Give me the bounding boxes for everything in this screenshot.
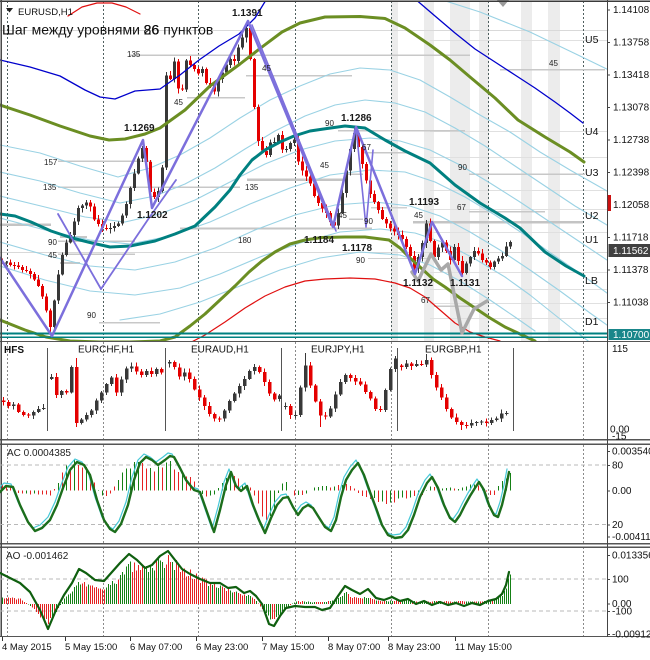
svg-text:1.1391: 1.1391 xyxy=(232,8,263,19)
svg-text:45: 45 xyxy=(48,251,57,260)
svg-text:135: 135 xyxy=(127,50,141,59)
svg-text:180: 180 xyxy=(238,236,252,245)
svg-text:45: 45 xyxy=(338,211,347,220)
svg-text:EURUSD,H1: EURUSD,H1 xyxy=(18,7,73,18)
svg-text:D1: D1 xyxy=(585,316,599,328)
svg-text:EURGBP,H1: EURGBP,H1 xyxy=(425,345,482,356)
svg-text:1.1178: 1.1178 xyxy=(342,243,372,254)
svg-text:100: 100 xyxy=(612,575,629,586)
svg-text:67: 67 xyxy=(362,143,371,152)
svg-text:EURJPY,H1: EURJPY,H1 xyxy=(311,345,365,356)
svg-text:0.00: 0.00 xyxy=(612,486,632,497)
svg-text:1.11562: 1.11562 xyxy=(613,246,649,257)
svg-text:90: 90 xyxy=(364,217,373,226)
svg-text:1.12398: 1.12398 xyxy=(613,168,650,179)
svg-text:135: 135 xyxy=(245,183,259,192)
svg-text:90: 90 xyxy=(48,238,57,247)
svg-text:90: 90 xyxy=(356,256,365,265)
svg-text:1.1286: 1.1286 xyxy=(341,113,372,124)
svg-text:20: 20 xyxy=(612,520,624,531)
svg-text:1.11038: 1.11038 xyxy=(613,298,649,309)
svg-text:90: 90 xyxy=(87,311,96,320)
svg-text:1.13418: 1.13418 xyxy=(613,70,650,81)
svg-text:5 May 15:00: 5 May 15:00 xyxy=(65,642,117,653)
svg-text:8 May 23:00: 8 May 23:00 xyxy=(388,642,440,653)
svg-text:U1: U1 xyxy=(585,234,599,246)
svg-text:8 May 07:00: 8 May 07:00 xyxy=(328,642,380,653)
svg-text:45: 45 xyxy=(320,161,329,170)
svg-text:1.12058: 1.12058 xyxy=(613,200,650,211)
svg-text:90: 90 xyxy=(325,119,334,128)
svg-text:7 May 15:00: 7 May 15:00 xyxy=(262,642,314,653)
svg-text:4 May 2015: 4 May 2015 xyxy=(2,642,52,653)
svg-text:0.003540: 0.003540 xyxy=(612,447,650,458)
svg-text:0.00: 0.00 xyxy=(612,599,632,610)
svg-text:AO -0.001462: AO -0.001462 xyxy=(6,551,69,562)
svg-text:11 May 15:00: 11 May 15:00 xyxy=(455,642,512,653)
svg-text:80: 80 xyxy=(612,461,624,472)
svg-text:6 May 23:00: 6 May 23:00 xyxy=(196,642,248,653)
svg-text:1.1269: 1.1269 xyxy=(124,123,155,134)
svg-text:1.1202: 1.1202 xyxy=(137,210,168,221)
svg-text:-100: -100 xyxy=(612,607,632,618)
svg-text:115: 115 xyxy=(612,344,628,355)
svg-text:-15: -15 xyxy=(612,432,627,443)
svg-text:Шаг между уровнями 26 пунктов: Шаг между уровнями 26 пунктов xyxy=(2,22,213,38)
svg-text:45: 45 xyxy=(414,211,423,220)
svg-text:EURCHF,H1: EURCHF,H1 xyxy=(78,345,135,356)
svg-text:1.13758: 1.13758 xyxy=(613,38,650,49)
svg-text:U2: U2 xyxy=(585,210,599,222)
svg-text:AC 0.0004385: AC 0.0004385 xyxy=(7,448,71,459)
svg-text:135: 135 xyxy=(43,183,57,192)
svg-text:67: 67 xyxy=(421,296,430,305)
svg-text:45: 45 xyxy=(262,64,271,73)
svg-text:67: 67 xyxy=(457,203,466,212)
svg-text:-0.004110: -0.004110 xyxy=(612,532,650,543)
svg-text:1.10700: 1.10700 xyxy=(613,330,650,341)
svg-text:45: 45 xyxy=(549,59,558,68)
svg-text:U4: U4 xyxy=(585,126,599,138)
svg-text:1.1132: 1.1132 xyxy=(403,278,433,289)
svg-text:1.11718: 1.11718 xyxy=(613,233,649,244)
svg-text:1.11378: 1.11378 xyxy=(613,265,649,276)
svg-text:1.13078: 1.13078 xyxy=(613,103,650,114)
svg-text:157: 157 xyxy=(44,158,58,167)
svg-text:LB: LB xyxy=(585,275,598,287)
svg-text:0,00: 0,00 xyxy=(610,425,630,436)
svg-text:U5: U5 xyxy=(585,34,599,46)
svg-text:EURAUD,H1: EURAUD,H1 xyxy=(191,345,249,356)
svg-text:1.1193: 1.1193 xyxy=(409,197,439,208)
svg-text:1.1184: 1.1184 xyxy=(304,235,334,246)
svg-text:6 May 07:00: 6 May 07:00 xyxy=(130,642,182,653)
svg-text:1.12738: 1.12738 xyxy=(613,135,650,146)
svg-text:1.1131: 1.1131 xyxy=(450,278,480,289)
svg-text:0.013356: 0.013356 xyxy=(612,551,650,562)
svg-text:U3: U3 xyxy=(585,167,599,179)
svg-text:90: 90 xyxy=(458,163,467,172)
svg-text:1.14108: 1.14108 xyxy=(613,5,650,16)
svg-text:-0.009127: -0.009127 xyxy=(612,630,650,641)
svg-text:HFS: HFS xyxy=(4,345,24,356)
svg-text:86: 86 xyxy=(144,22,160,38)
svg-text:45: 45 xyxy=(174,98,183,107)
